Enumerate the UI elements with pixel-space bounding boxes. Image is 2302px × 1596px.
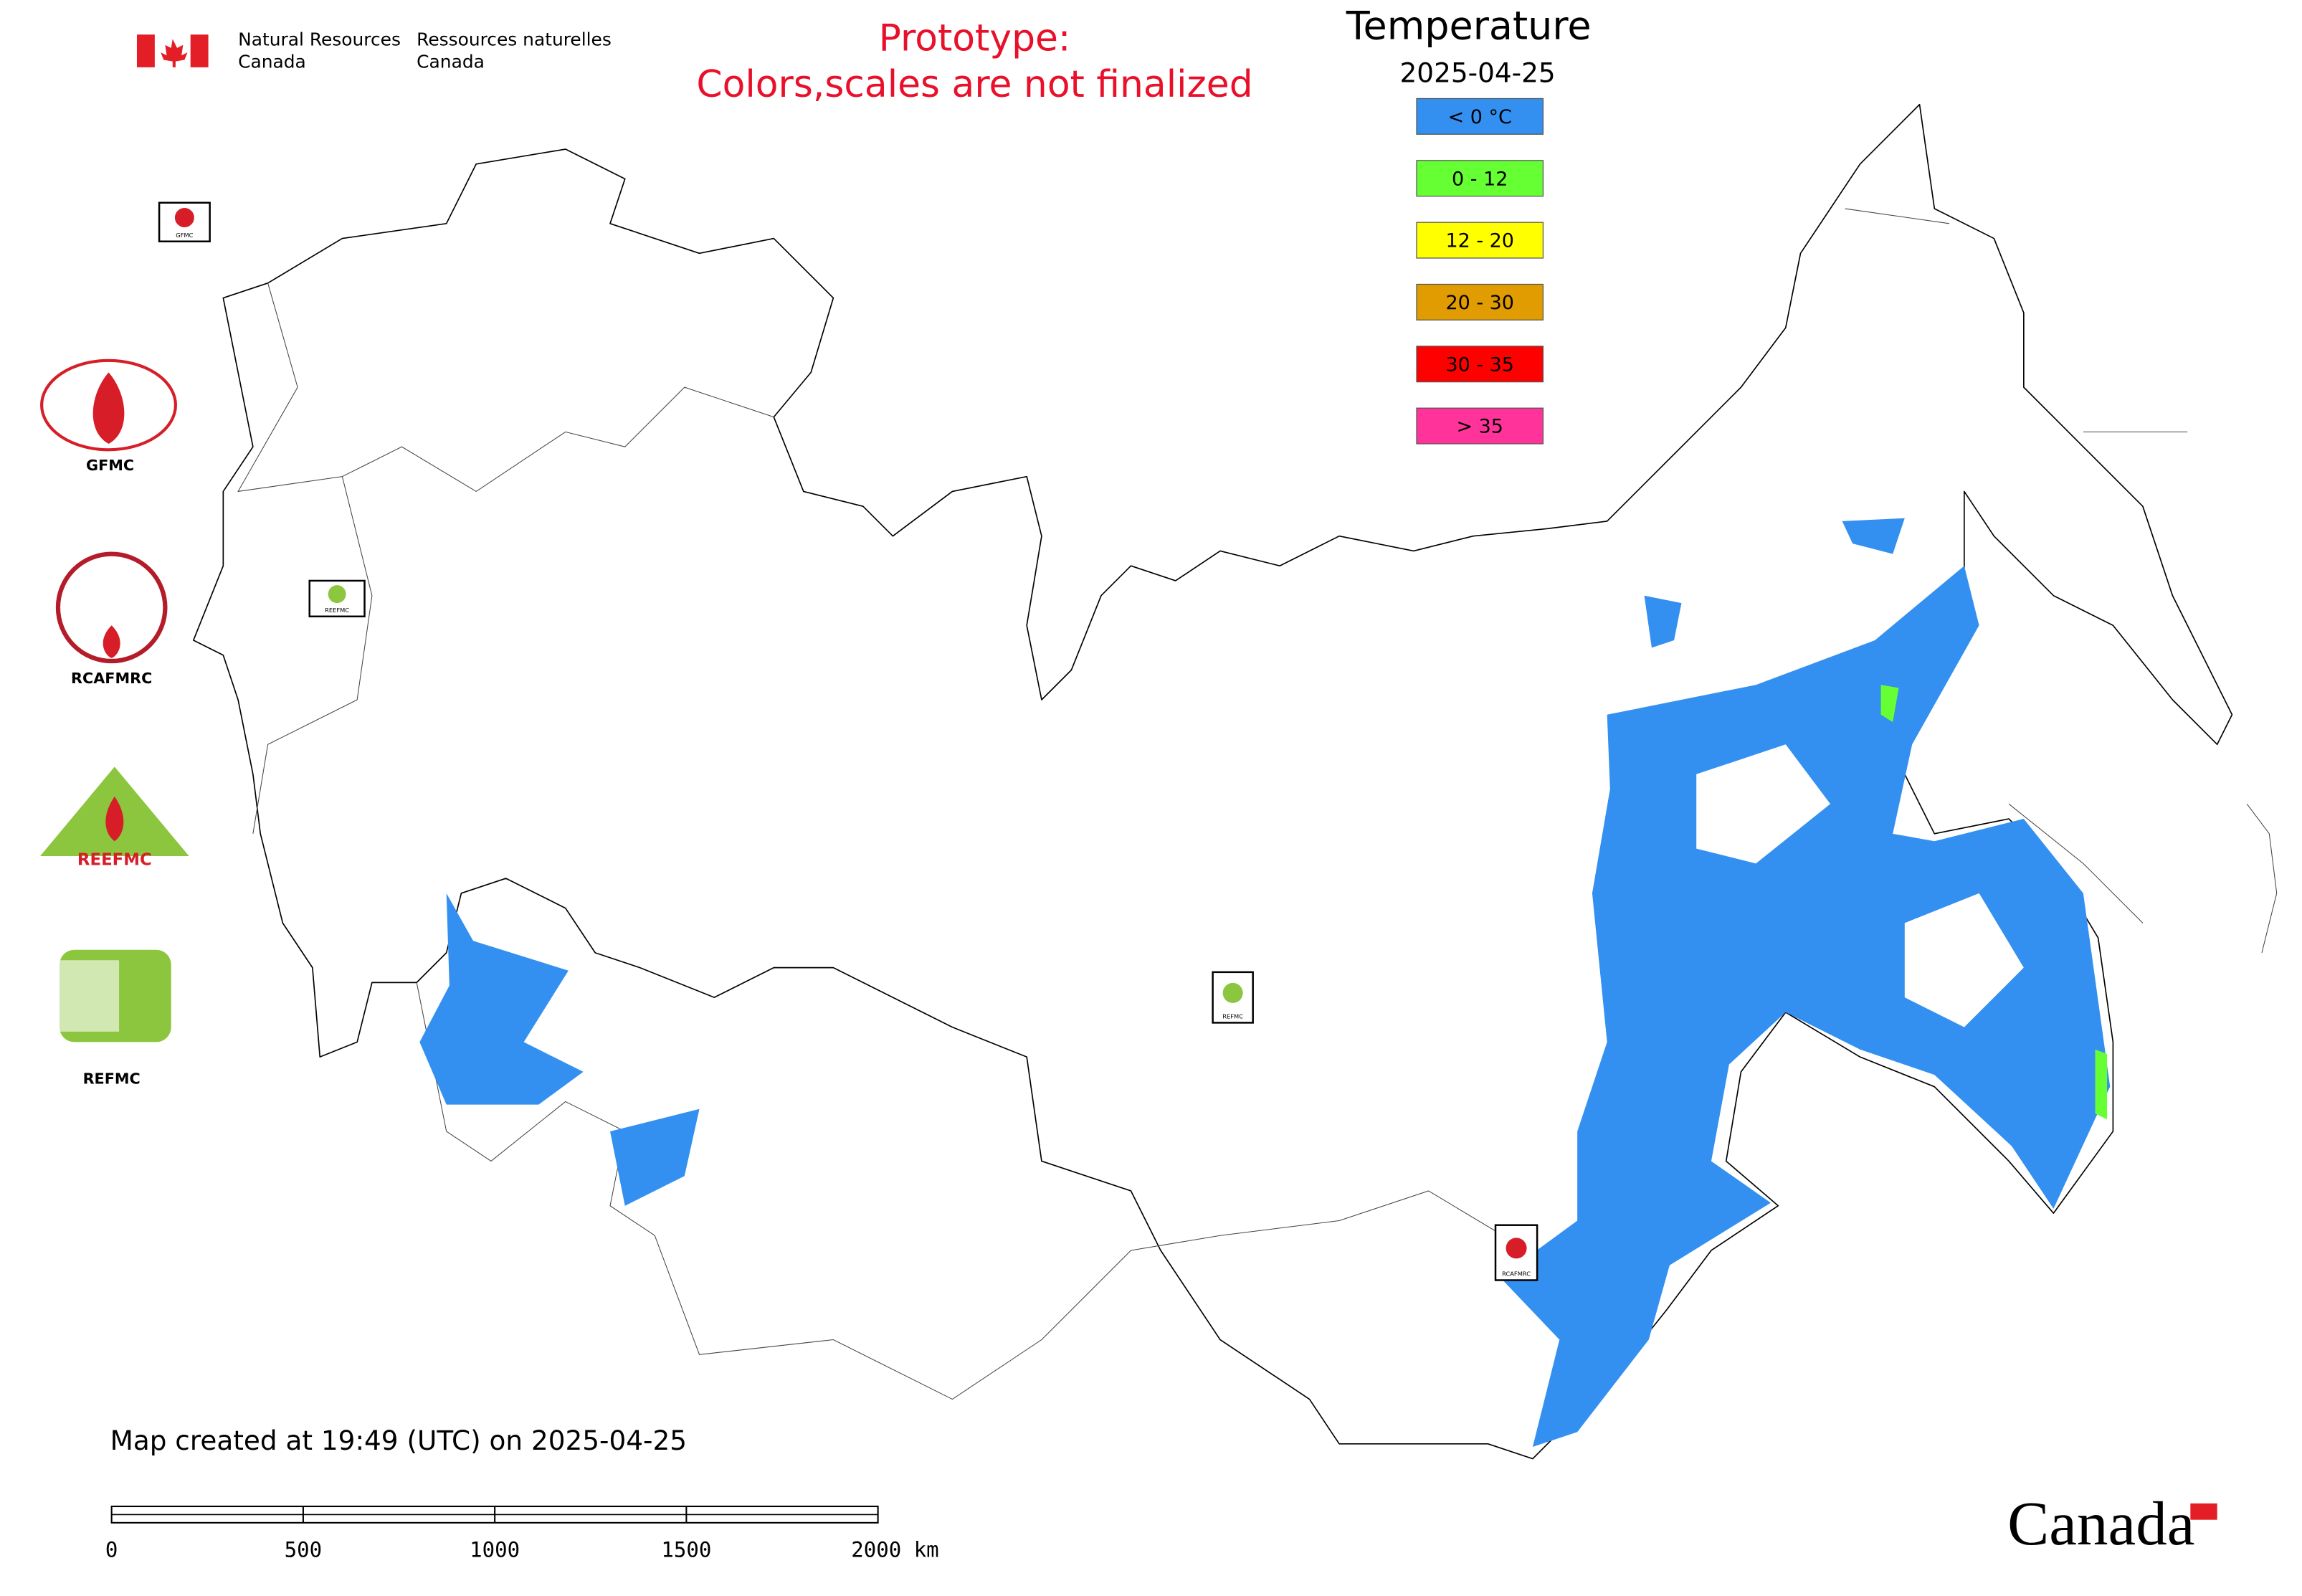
temp-area [1500,566,2111,1447]
legend-label: 0 - 12 [1452,168,1508,190]
legend-swatch [1416,283,1544,320]
marker-label: REFMC [1222,1013,1243,1020]
partner-logos: GFMC RCAFMRC REEFMC REFMC [40,358,189,1087]
scale-label: 0 [105,1537,118,1562]
agency-en: Canada [238,52,306,72]
legend-swatch [1416,160,1544,197]
map-markers: GFMC REEFMC REFMC RCAFMRC [158,201,1538,1281]
scale-label: 500 [285,1537,322,1562]
scale-label: 1000 [470,1537,520,1562]
legend-swatch [1416,222,1544,259]
agency-fr: Ressources naturelles [417,29,612,50]
basemap [193,103,2278,1460]
canada-wordmark: Canada [2007,1488,2194,1558]
legend-swatch [1416,346,1544,383]
partner-label: REFMC [83,1070,141,1087]
wordmark-flag [2190,1503,2217,1520]
legend-swatch [1416,98,1544,135]
legend-label: < 0 °C [1448,106,1512,128]
legend-title: Temperature [1346,4,1592,49]
marker-label: RCAFMRC [1502,1270,1531,1278]
scale-bar: 0 500 1000 1500 2000 km [105,1505,939,1562]
legend-label: > 35 [1456,416,1503,438]
created-note: Map created at 19:49 (UTC) on 2025-04-25 [110,1425,687,1456]
legend-label: 30 - 35 [1445,353,1514,376]
partner-label: REEFMC [77,851,152,870]
legend-swatch [1416,407,1544,445]
marker-icon [174,208,194,227]
gc-signature: Natural Resources Canada Ressources natu… [136,29,612,72]
scale-label: 2000 km [851,1537,938,1562]
marker-icon [328,585,346,604]
marker-icon [1506,1238,1527,1259]
legend-label: 20 - 30 [1445,292,1514,314]
agency-en: Natural Resources [238,29,401,50]
marker-label: REEFMC [325,607,349,614]
notice: Prototype: [879,17,1071,60]
marker-label: GFMC [176,232,193,239]
agency-fr: Canada [417,52,485,72]
notice: Colors,scales are not finalized [696,63,1252,106]
legend-date: 2025-04-25 [1400,57,1556,89]
legend: < 0 °C 0 - 12 12 - 20 20 - 30 30 - 35 > 35 [1416,98,1544,445]
partner-label: RCAFMRC [71,670,152,687]
legend-label: 12 - 20 [1445,230,1514,252]
partner-label: GFMC [86,457,134,474]
marker-icon [1222,982,1243,1003]
temperature-areas [419,518,2111,1447]
scale-label: 1500 [661,1537,711,1562]
